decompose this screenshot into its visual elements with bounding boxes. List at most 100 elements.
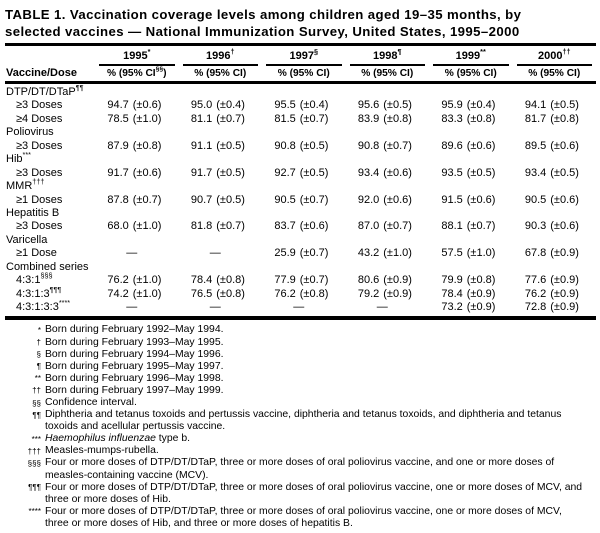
dose-label-text: ≥1 Doses	[16, 193, 63, 206]
value-cell: 94.1 (±0.5)	[513, 99, 597, 112]
confidence-interval: (±0.9)	[466, 301, 496, 313]
confidence-interval: (±0.7)	[216, 220, 245, 233]
coverage-pct: 67.8	[524, 247, 547, 260]
confidence-interval: (±0.4)	[216, 99, 245, 112]
year-label: 2000	[537, 50, 563, 62]
year-label: 1997	[289, 50, 314, 62]
value-cell-empty: —	[95, 301, 179, 314]
coverage-pct: 77.9	[274, 274, 296, 287]
confidence-interval: (±0.6)	[466, 193, 496, 206]
ci-subheader-text: % (95% CI	[361, 68, 410, 79]
coverage-pct: 83.9	[357, 112, 380, 125]
ci-footnote-marker: §§	[155, 66, 164, 74]
value-cell: 90.5 (±0.7)	[262, 194, 346, 207]
year-header-2000: 2000††	[537, 48, 571, 63]
table-row-group-poliovirus: Poliovirus	[5, 126, 596, 139]
vaccine-group-label: MMR†††	[5, 178, 95, 193]
year-column-1998: 1998¶ % (95% CI)	[346, 48, 430, 81]
footnote-marker: **	[34, 374, 41, 384]
value-cell: 91.7 (±0.5)	[179, 167, 263, 180]
table-header: Vaccine/Dose 1995* % (95% CI§§) 1996† % …	[5, 48, 596, 81]
confidence-interval: (±0.6)	[132, 166, 162, 179]
dose-footnote-marker: §§§	[40, 271, 53, 281]
value-cell: 91.5 (±0.6)	[429, 194, 513, 207]
coverage-pct: 90.8	[274, 139, 296, 152]
footnote-text: Born during February 1995–May 1997.	[45, 360, 224, 372]
confidence-interval: (±0.6)	[132, 99, 162, 112]
year-column-1996: 1996† % (95% CI)	[179, 48, 263, 81]
footnote-marker: §	[36, 350, 41, 360]
table-title-line1: TABLE 1. Vaccination coverage levels amo…	[5, 7, 522, 22]
group-label-text: Combined series	[6, 260, 89, 273]
value-cell: 90.7 (±0.5)	[179, 194, 263, 207]
row-header-label: Vaccine/Dose	[6, 67, 77, 79]
coverage-pct: 95.0	[190, 99, 213, 112]
value-cell: 88.1 (±0.7)	[429, 220, 513, 233]
coverage-pct: 92.7	[274, 166, 296, 179]
coverage-pct: 81.7	[524, 112, 547, 125]
dose-label: ≥3 Doses	[5, 140, 95, 153]
coverage-pct: 43.2	[357, 247, 380, 260]
confidence-interval: (±0.8)	[216, 274, 245, 287]
year-column-1999: 1999** % (95% CI)	[429, 48, 513, 81]
no-data-dash: —	[209, 301, 221, 313]
value-cell: 89.5 (±0.6)	[513, 140, 597, 153]
confidence-interval: (±1.0)	[132, 274, 162, 287]
coverage-pct: 73.2	[441, 301, 463, 313]
footnote: † Born during February 1993–May 1995.	[5, 337, 596, 349]
coverage-pct: 91.7	[190, 166, 213, 179]
value-cell: 81.5 (±0.7)	[262, 113, 346, 126]
confidence-interval: (±0.5)	[383, 99, 412, 112]
ci-subheader: % (95% CI)	[528, 67, 580, 81]
footnote-marker: †††	[27, 446, 41, 456]
value-cell: 90.8 (±0.5)	[262, 140, 346, 153]
footnote: §§§ Four or more doses of DTP/DT/DTaP, th…	[5, 457, 596, 481]
dose-label-text: 4:3:1	[16, 274, 41, 287]
confidence-interval: (±0.9)	[383, 287, 412, 300]
no-data-dash: —	[126, 301, 138, 313]
value-cell: 95.6 (±0.5)	[346, 99, 430, 112]
ci-subheader-close: )	[493, 68, 497, 79]
footnote-text-rest: type b.	[155, 433, 190, 445]
confidence-interval: (±0.4)	[466, 99, 496, 112]
confidence-interval: (±0.8)	[299, 287, 329, 300]
footnote-text: Confidence interval.	[45, 397, 137, 408]
title-divider-rule	[5, 43, 596, 46]
dose-label: 4:3:1:3:3****	[5, 299, 95, 314]
confidence-interval: (±0.8)	[550, 112, 579, 125]
value-cell: 77.9 (±0.7)	[262, 274, 346, 287]
value-cell: 73.2 (±0.9)	[429, 301, 513, 314]
footnote-text: Four or more doses of DTP/DT/DTaP, three…	[45, 457, 555, 481]
year-header-1998: 1998¶	[373, 48, 402, 63]
value-cell: 25.9 (±0.7)	[262, 247, 346, 260]
ci-subheader-close: )	[409, 68, 414, 79]
table-row-43133: 4:3:1:3:3**** — — — — 73.2 (±0.9) 72.8 (±0…	[5, 299, 596, 314]
ci-subheader: % (95% CI)	[194, 67, 246, 81]
coverage-pct: 78.4	[441, 287, 463, 300]
table-row-mmr-1dose: ≥1 Doses 87.8 (±0.7) 90.7 (±0.5) 90.5 (±0.7…	[5, 194, 596, 207]
footnote: §§ Confidence interval.	[5, 397, 596, 409]
year-column-1997: 1997§ % (95% CI)	[262, 48, 346, 81]
value-cell: 90.8 (±0.7)	[346, 140, 430, 153]
ci-subheader-text: % (95% CI	[444, 68, 494, 79]
value-cell: 83.7 (±0.6)	[262, 220, 346, 233]
coverage-pct: 76.5	[190, 287, 213, 300]
value-cell: 87.8 (±0.7)	[95, 194, 179, 207]
ci-subheader-close: )	[326, 68, 330, 79]
footnotes-section: * Born during February 1992–May 1994. † Bo…	[5, 324, 596, 530]
value-cell-empty: —	[179, 301, 263, 314]
coverage-pct: 87.0	[357, 220, 380, 233]
table-row-4313: 4:3:1:3¶¶¶ 74.2 (±1.0) 76.5 (±0.8) 76.2 (±0…	[5, 285, 596, 301]
value-cell: 76.2 (±1.0)	[95, 274, 179, 287]
footnote: § Born during February 1994–May 1996.	[5, 349, 596, 361]
value-cell: 93.5 (±0.5)	[429, 167, 513, 180]
confidence-interval: (±0.5)	[216, 166, 245, 179]
vaccine-group-label: Hepatitis B	[5, 207, 95, 220]
confidence-interval: (±0.7)	[132, 193, 162, 206]
footnote: **** Four or more doses of DTP/DT/DTaP, t…	[5, 506, 596, 530]
confidence-interval: (±1.0)	[132, 112, 162, 125]
group-label-text: Hepatitis B	[6, 206, 60, 219]
confidence-interval: (±0.6)	[383, 166, 412, 179]
table-row-group-hepb: Hepatitis B	[5, 207, 596, 220]
ci-subheader-close: )	[163, 68, 167, 79]
